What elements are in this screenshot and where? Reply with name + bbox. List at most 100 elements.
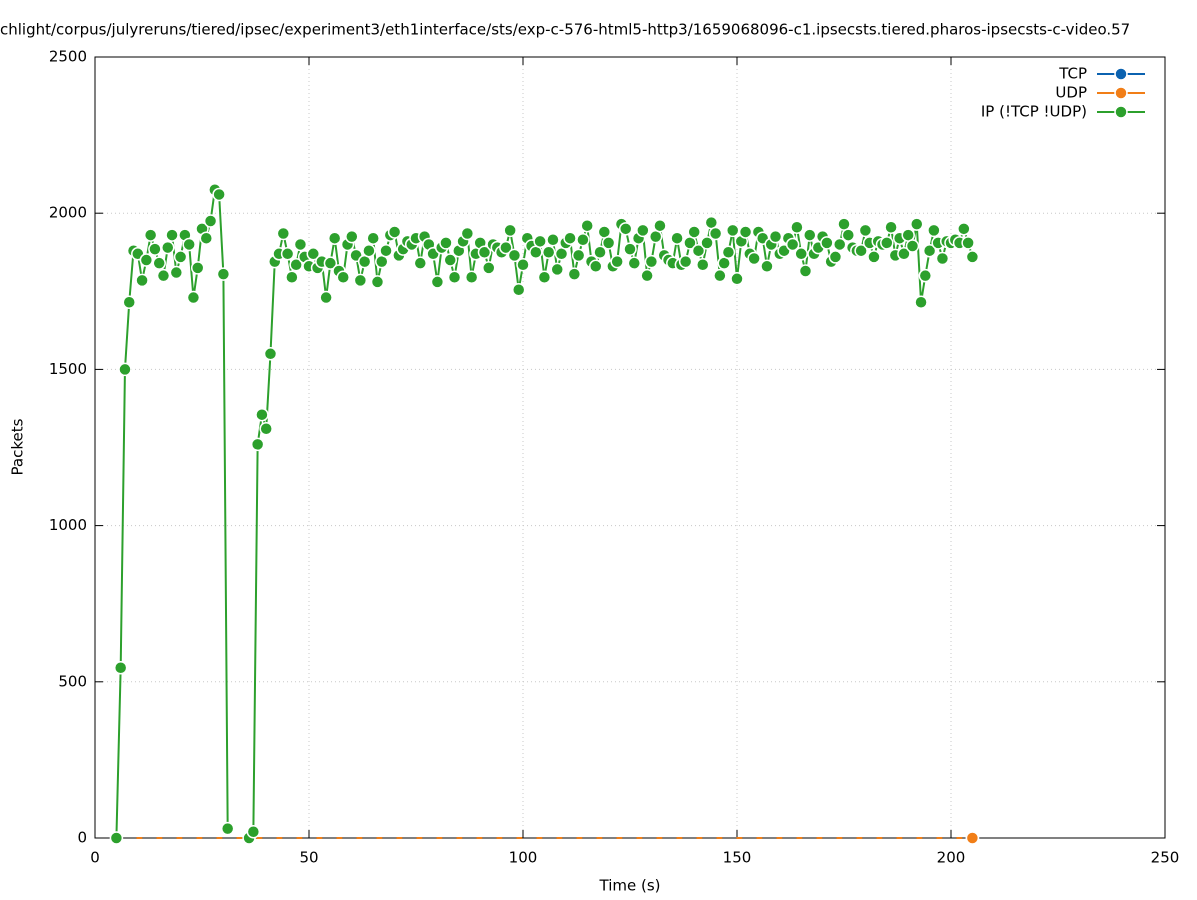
data-point [785,237,800,252]
data-point [199,231,214,245]
data-point [362,243,376,258]
data-point [477,245,492,259]
data-point [798,264,813,278]
data-point [918,268,933,283]
data-point [263,347,278,361]
data-point [503,223,517,238]
data-point [567,267,582,281]
data-point [387,225,402,239]
legend-marker [1114,105,1128,119]
data-point [589,259,603,274]
data-point [961,236,975,250]
data-point [182,237,196,252]
data-point [644,254,659,269]
data-point [173,250,188,264]
data-point [867,250,881,264]
legend-label: TCP [1058,65,1087,83]
data-point [935,251,950,266]
data-point [803,228,817,242]
data-point [627,256,642,270]
data-point [118,362,132,377]
data-point [507,248,522,263]
data-point [790,220,804,235]
plot-frame [94,56,1166,839]
data-point [460,226,475,241]
data-point [319,290,333,305]
data-point [957,222,971,236]
data-point [700,236,714,250]
data-point [747,251,761,266]
data-point [306,247,321,261]
data-point [610,254,624,269]
data-point [768,229,783,244]
x-tick-label: 0 [90,849,100,867]
x-tick-label: 100 [509,849,538,867]
data-point [250,437,265,452]
data-point [447,270,462,284]
data-point [927,223,941,238]
data-point [413,256,428,270]
data-point [370,275,385,289]
data-point [832,237,847,252]
data-point [965,831,980,845]
chart-title: chlight/corpus/julyreruns/tiered/ipsec/e… [0,21,1130,39]
data-point [922,243,937,258]
data-point [687,225,701,239]
data-point [439,236,453,250]
data-point [113,660,128,675]
data-point [563,231,577,245]
data-point [186,290,201,305]
data-point [190,261,205,275]
data-point [794,247,808,261]
data-point [880,236,894,250]
data-point [289,257,303,272]
data-point [143,228,158,242]
data-point [430,275,445,289]
data-point [285,270,299,284]
data-point [327,231,342,245]
data-point [841,228,856,242]
data-point [122,295,136,309]
data-point [293,237,308,252]
x-tick-label: 200 [937,849,966,867]
data-point [165,228,179,242]
legend-marker [1114,86,1128,100]
data-point [691,243,706,258]
data-point [721,245,736,259]
data-point [345,229,359,244]
data-point [276,226,291,241]
y-tick-label: 2000 [49,204,87,222]
data-point [366,231,380,245]
y-tick-label: 1000 [49,516,87,534]
data-point [636,223,650,238]
data-point [760,259,774,274]
data-point [379,243,393,258]
legend-label: UDP [1055,84,1087,102]
y-tick-label: 500 [58,672,87,690]
data-point [203,214,218,228]
data-point [725,223,740,238]
data-point [323,256,338,270]
data-point [109,831,124,845]
series-line [115,187,974,839]
data-point [533,234,547,249]
data-point [670,231,684,245]
data-point [336,270,350,284]
y-tick-label: 0 [77,829,87,847]
data-point [169,265,184,280]
data-point [576,233,590,247]
data-point [623,242,637,256]
data-point [499,240,513,255]
data-point [640,268,654,283]
data-point [884,220,898,235]
data-point [550,262,564,277]
x-axis-label: Time (s) [599,877,661,895]
data-point [854,243,868,258]
data-point [516,257,530,272]
data-point [828,250,843,264]
y-tick-label: 2500 [49,48,87,66]
data-point [353,273,368,288]
data-point [593,245,607,259]
data-point [897,247,911,261]
data-point [443,253,457,267]
